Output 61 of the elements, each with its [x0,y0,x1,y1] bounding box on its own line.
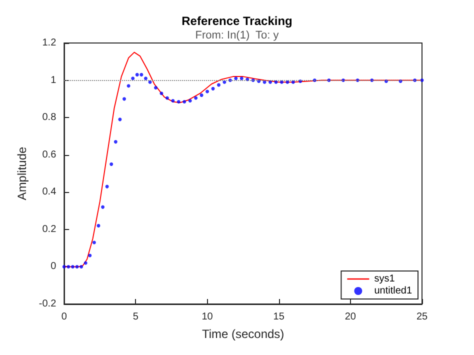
point [140,72,144,76]
point [110,162,114,166]
y-axis-title: Amplitude [15,146,29,200]
point [114,140,118,144]
y-tick-label: 0.2 [42,224,57,235]
y-tick-label: 1.2 [42,38,57,48]
point [80,264,84,268]
point [154,86,158,90]
point [160,92,164,96]
point [262,80,266,84]
y-tick-label: 0.4 [42,186,57,198]
point [122,97,126,101]
point [101,205,105,209]
point [216,83,220,87]
y-tick-label: 0.6 [42,149,57,160]
point [182,100,186,104]
point [200,93,204,97]
x-axis-title: Time (seconds) [202,327,284,341]
point [280,80,284,84]
point [165,96,169,100]
point [126,84,130,88]
point [92,240,96,244]
point [144,76,148,80]
point [70,264,74,268]
y-tick-label: 0.8 [42,112,57,124]
point [194,96,198,100]
point [75,264,79,268]
point [211,86,215,90]
x-tick-label: 10 [202,312,214,322]
point [88,254,92,258]
point [118,118,122,122]
line-series [64,52,422,268]
point [188,99,192,103]
y-tick-label: 0 [50,261,57,272]
point [240,76,244,80]
point [171,99,175,103]
x-tick-label: 20 [344,312,356,322]
x-tick-label: 15 [273,312,285,322]
point [206,90,210,94]
chart-title: Reference Tracking [182,14,292,28]
chart-subtitle: From: In(1) To: y [195,30,280,42]
y-tick-label: -0.2 [38,298,57,310]
x-tick-label: 0 [61,312,68,322]
point [66,264,70,268]
point [222,80,226,84]
point [62,264,66,268]
point [135,72,139,76]
point [291,80,295,84]
point [84,261,88,265]
x-tick-label: 25 [416,312,428,322]
point [420,78,424,82]
legend-label: untitled1 [374,286,412,296]
point [96,224,100,228]
point [268,80,272,84]
point [105,184,109,188]
point [131,76,135,80]
y-tick-label: 1 [50,74,57,86]
legend-label: sys1 [374,274,396,284]
point [176,100,180,104]
x-tick-label: 5 [132,312,139,322]
point [234,76,238,80]
